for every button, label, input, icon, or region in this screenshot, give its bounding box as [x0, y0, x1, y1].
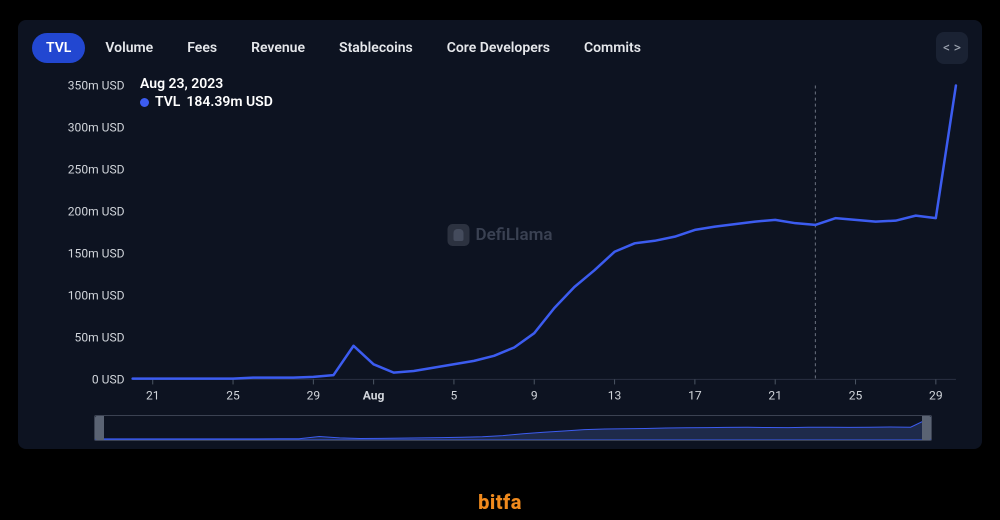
- svg-text:29: 29: [307, 389, 321, 403]
- svg-text:350m USD: 350m USD: [68, 79, 125, 93]
- svg-text:13: 13: [608, 389, 622, 403]
- brush-grip-icon: [499, 415, 527, 416]
- svg-text:Aug: Aug: [363, 389, 385, 403]
- svg-text:17: 17: [688, 389, 702, 403]
- line-chart: 0 USD 50m USD 100m USD 150m USD 200m USD 250m…: [32, 74, 968, 409]
- svg-text:29: 29: [929, 389, 943, 403]
- tab-revenue[interactable]: Revenue: [237, 33, 319, 63]
- brush-handle-left[interactable]: [95, 416, 104, 440]
- chart-panel: TVL Volume Fees Revenue Stablecoins Core…: [18, 20, 982, 449]
- chart-area[interactable]: 0 USD 50m USD 100m USD 150m USD 200m USD 250m…: [32, 74, 968, 409]
- tab-core-developers[interactable]: Core Developers: [433, 33, 564, 63]
- svg-text:25: 25: [849, 389, 863, 403]
- embed-code-button[interactable]: < >: [936, 32, 968, 64]
- footer-brand-logo: bitfa: [478, 490, 522, 514]
- tab-bar: TVL Volume Fees Revenue Stablecoins Core…: [32, 32, 968, 64]
- svg-text:5: 5: [451, 389, 458, 403]
- brush-handle-right[interactable]: [922, 416, 931, 440]
- tab-commits[interactable]: Commits: [570, 33, 655, 63]
- svg-text:21: 21: [768, 389, 782, 403]
- svg-text:50m USD: 50m USD: [75, 330, 125, 344]
- svg-text:0 USD: 0 USD: [92, 372, 125, 386]
- svg-text:250m USD: 250m USD: [68, 162, 125, 176]
- svg-text:300m USD: 300m USD: [68, 121, 125, 135]
- tab-volume[interactable]: Volume: [91, 33, 167, 63]
- svg-text:200m USD: 200m USD: [68, 204, 125, 218]
- brush-sparkline: [95, 416, 931, 440]
- tab-stablecoins[interactable]: Stablecoins: [325, 33, 427, 63]
- svg-text:25: 25: [226, 389, 240, 403]
- svg-text:9: 9: [531, 389, 538, 403]
- tab-fees[interactable]: Fees: [173, 33, 231, 63]
- svg-text:21: 21: [146, 389, 160, 403]
- svg-text:100m USD: 100m USD: [68, 288, 125, 302]
- svg-text:150m USD: 150m USD: [68, 246, 125, 260]
- tab-tvl[interactable]: TVL: [32, 33, 85, 63]
- time-range-brush[interactable]: [94, 415, 932, 441]
